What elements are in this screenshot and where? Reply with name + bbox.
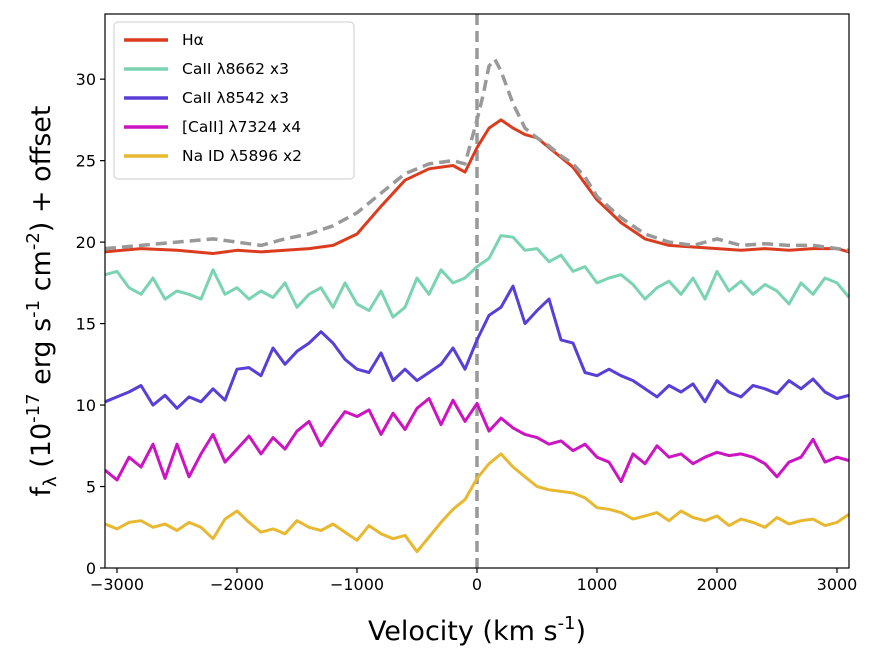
label-segment: λ (40, 476, 61, 487)
label-segment: (10 (26, 423, 57, 476)
legend-label: [CaII] λ7324 x4 (182, 118, 301, 136)
legend-box (113, 21, 355, 180)
x-tick-label: −1000 (330, 575, 384, 594)
x-tick-label: 2000 (697, 575, 738, 594)
label-segment: ) (576, 616, 587, 647)
label-segment: -1 (558, 613, 576, 634)
label-segment: -2 (23, 232, 44, 250)
legend-label: Hα (182, 31, 204, 49)
series-line-reference-dashed (105, 57, 849, 253)
series-line-h (105, 118, 849, 255)
series-line-caii-8542-x3 (105, 284, 849, 410)
legend-label: CaII λ8542 x3 (182, 89, 289, 107)
legend-label: CaII λ8662 x3 (182, 60, 289, 78)
y-tick-label: 15 (76, 315, 96, 334)
series-line-caii-7324-x4 (105, 397, 849, 484)
label-segment: -17 (23, 393, 44, 422)
y-tick-label: 30 (76, 70, 96, 89)
label-segment: f (26, 486, 57, 497)
label-segment: -1 (23, 300, 44, 318)
y-tick-label: 5 (86, 478, 96, 497)
y-tick-label: 20 (76, 233, 96, 252)
y-tick-label: 10 (76, 396, 96, 415)
legend-label: Na ID λ5896 x2 (182, 147, 302, 165)
series-line-na-id-5896-x2 (105, 452, 849, 554)
x-tick-label: −3000 (90, 575, 144, 594)
x-axis-label: Velocity (km s-1) (368, 613, 586, 647)
y-tick-label: 25 (76, 152, 96, 171)
x-tick-label: 3000 (817, 575, 858, 594)
legend: Hα CaII λ8662 x3 CaII λ8542 x3 [CaII] λ7324… (113, 21, 355, 180)
y-axis-label: fλ (10-17 erg s-1 cm-2) + offset (23, 105, 61, 496)
series-line-caii-8662-x3 (105, 234, 849, 319)
label-segment: cm (26, 250, 57, 300)
plot-area (105, 14, 849, 568)
label-segment: ) + offset (26, 105, 57, 232)
label-segment: Velocity (km s (368, 616, 558, 647)
x-tick-label: 1000 (577, 575, 618, 594)
label-segment: erg s (26, 318, 57, 394)
x-tick-label: 0 (472, 575, 482, 594)
x-tick-label: −2000 (210, 575, 264, 594)
axes: −3000 −2000 −1000 0 1000 2000 3000 0 5 10 15 20 25 30… (23, 13, 858, 647)
y-tick-label: 0 (86, 559, 96, 578)
